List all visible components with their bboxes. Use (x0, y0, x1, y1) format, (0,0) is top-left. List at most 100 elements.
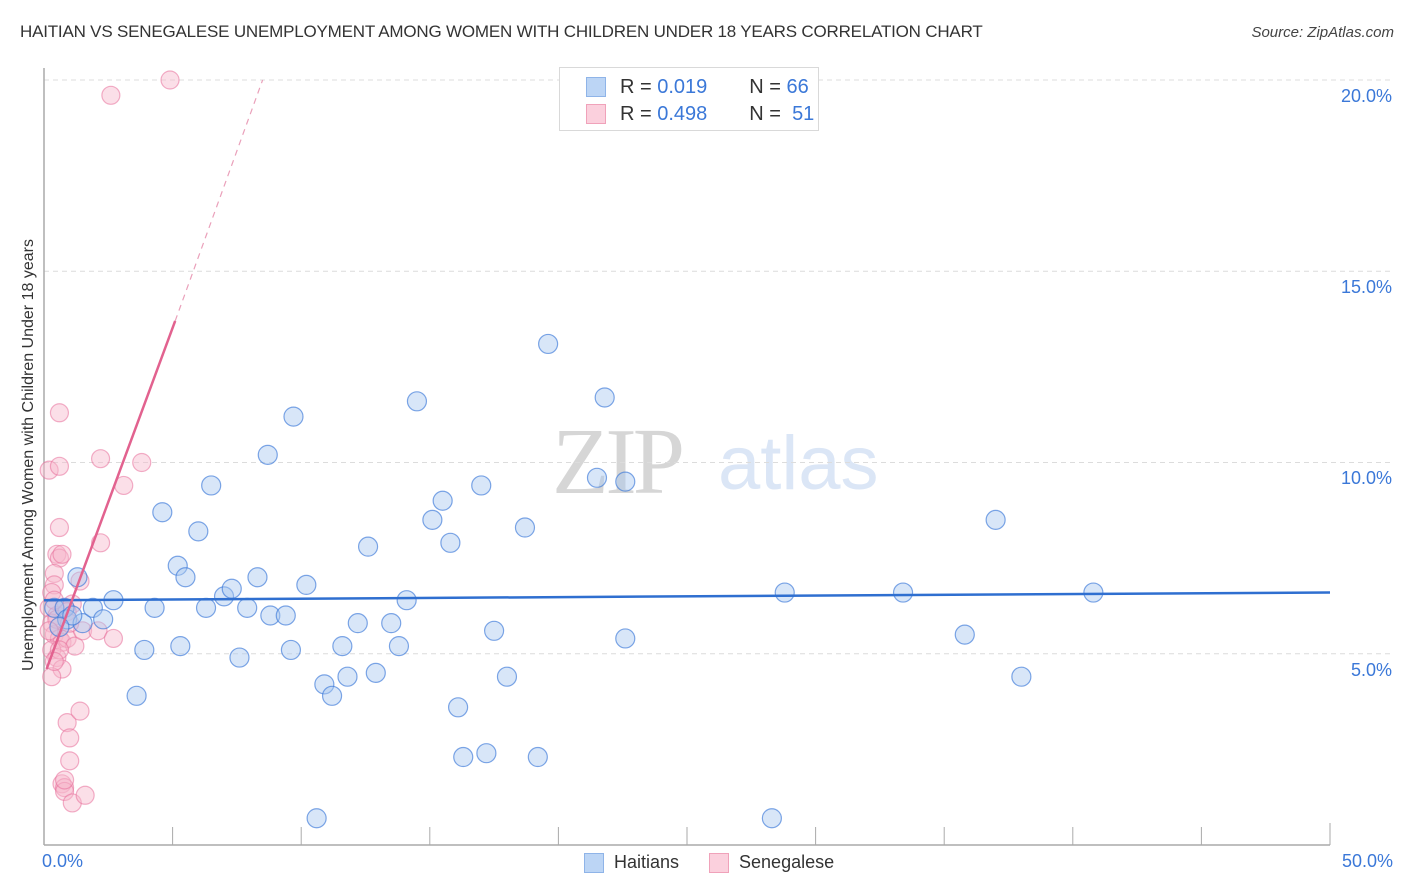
data-point (892, 582, 914, 603)
data-point (49, 517, 70, 538)
data-point (101, 85, 121, 105)
haitians-trend-line (43, 591, 1331, 602)
r-label: R = (620, 75, 652, 98)
legend-label: Senegalese (739, 852, 835, 872)
data-point (283, 406, 304, 427)
data-point (54, 770, 75, 790)
data-point (586, 467, 608, 488)
data-point (103, 628, 124, 649)
data-point (160, 70, 180, 90)
data-point (60, 728, 80, 748)
data-point (52, 659, 72, 679)
data-point (347, 613, 368, 634)
data-point (280, 639, 302, 661)
n-label: N = (749, 75, 781, 98)
data-point (44, 563, 64, 584)
data-point (538, 333, 559, 355)
gridlines (44, 79, 1392, 655)
axes (43, 68, 1331, 846)
y-tick-20: 20.0% (1340, 86, 1392, 106)
legend-item-senegalese[interactable]: Senegalese (709, 852, 834, 873)
data-point (365, 662, 386, 683)
data-point (440, 532, 461, 553)
data-point (44, 575, 64, 595)
data-point (42, 582, 62, 603)
data-point (615, 471, 636, 492)
blue-swatch-icon (586, 77, 606, 97)
senegalese-trend-extension (174, 79, 264, 322)
data-point (774, 582, 795, 603)
data-point (54, 781, 75, 802)
data-point (39, 621, 59, 641)
data-point (406, 391, 428, 412)
legend-label: Haitians (614, 852, 680, 872)
data-point (296, 574, 317, 596)
data-point (496, 666, 518, 687)
data-point (527, 746, 548, 768)
data-point (132, 452, 152, 473)
n-label: N = (749, 102, 781, 125)
y-tick-5: 5.0% (1350, 660, 1392, 680)
data-point (134, 639, 155, 661)
data-point (213, 586, 235, 607)
data-point (152, 502, 173, 523)
data-point (314, 674, 335, 695)
senegalese-points (39, 70, 180, 813)
data-point (201, 475, 222, 496)
data-point (247, 567, 268, 588)
data-point (594, 387, 615, 408)
data-point (93, 609, 114, 630)
data-point (453, 746, 474, 768)
x-tick-0: 0.0% (42, 851, 84, 871)
data-point (90, 449, 111, 469)
data-point (60, 751, 80, 771)
data-point (237, 597, 258, 618)
data-point (49, 403, 70, 423)
series-legend: Haitians Senegalese (584, 852, 864, 873)
data-point (514, 517, 536, 538)
chart-title: HAITIAN VS SENEGALESE UNEMPLOYMENT AMONG… (20, 22, 983, 41)
data-point (257, 444, 278, 465)
n-value: 66 (786, 75, 809, 98)
data-point (44, 597, 65, 618)
data-point (70, 701, 90, 721)
r-value: 0.019 (657, 75, 708, 98)
data-point (49, 456, 70, 476)
x-tick-50: 50.0% (1341, 851, 1393, 871)
legend-item-haitians[interactable]: Haitians (584, 852, 679, 873)
watermark-zip: ZIP (552, 410, 685, 514)
data-point (39, 460, 59, 480)
r-value: 0.498 (657, 102, 708, 125)
data-point (1011, 666, 1032, 687)
data-point (985, 509, 1006, 530)
data-point (396, 590, 417, 611)
data-point (615, 628, 636, 649)
data-point (42, 667, 62, 687)
correlation-legend: R = 0.019 N = 66 R = 0.498 N = 51 (559, 67, 819, 131)
data-point (476, 743, 497, 764)
data-point (381, 613, 402, 634)
watermark-atlas: atlas (718, 421, 879, 506)
data-point (126, 685, 147, 706)
data-point (471, 475, 492, 496)
n-value: 51 (792, 102, 815, 125)
data-point (275, 605, 296, 626)
y-tick-15: 15.0% (1340, 277, 1392, 297)
data-point (388, 635, 410, 657)
data-point (260, 605, 281, 626)
data-point (72, 613, 93, 634)
data-point (65, 636, 85, 656)
data-point (432, 490, 453, 511)
data-point (144, 597, 165, 618)
legend-row-haitians: R = 0.019 N = 66 (586, 75, 809, 99)
data-point (229, 647, 250, 668)
source-label: Source: ZipAtlas.com (1251, 24, 1394, 41)
y-tick-10: 10.0% (1340, 468, 1392, 488)
data-point (195, 597, 217, 618)
data-point (761, 808, 782, 829)
data-point (221, 578, 242, 599)
data-point (82, 597, 103, 618)
data-point (167, 555, 188, 576)
data-point (306, 808, 327, 829)
